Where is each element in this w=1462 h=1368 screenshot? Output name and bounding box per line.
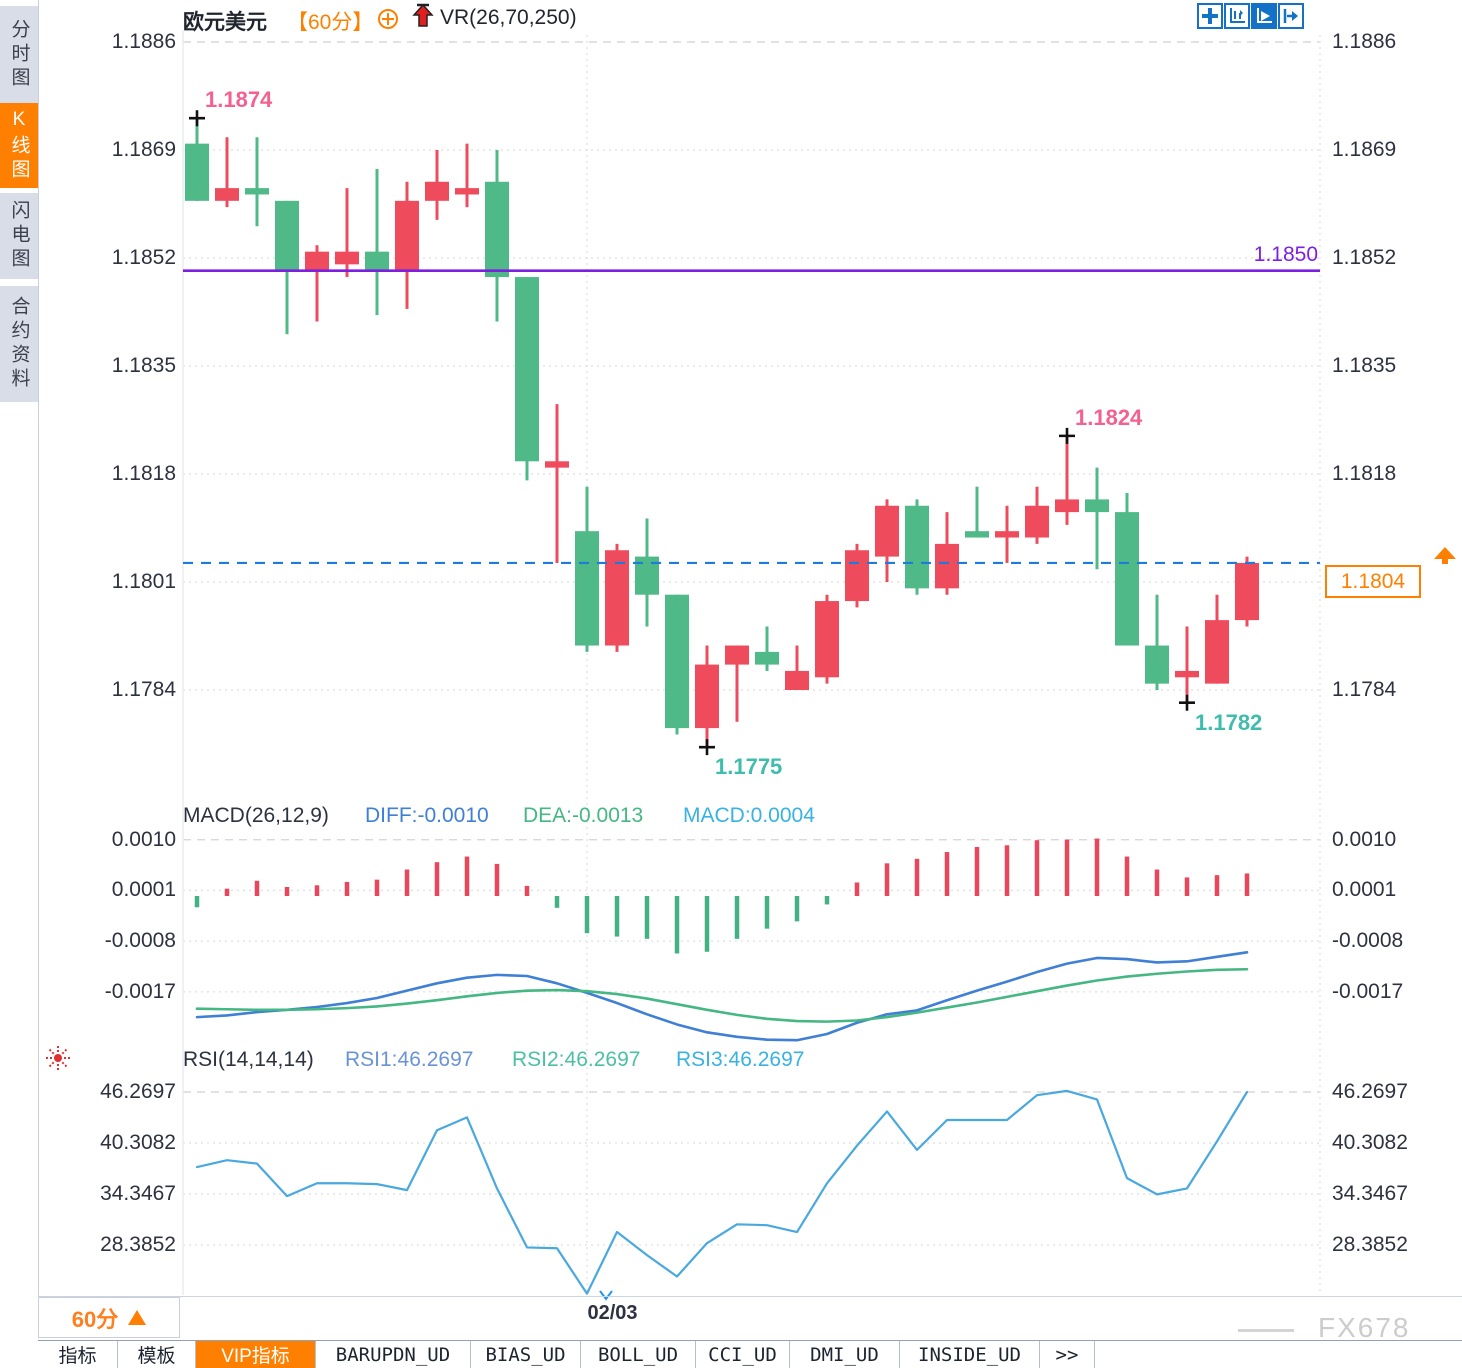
level-lines [183, 269, 1320, 565]
price-markers [189, 110, 1195, 1301]
indicator-tab-[interactable]: >> [1040, 1341, 1095, 1368]
indicator-tab-empty [1095, 1341, 1462, 1368]
macd-title: MACD(26,12,9) [183, 804, 329, 827]
indicator-tab-barupdnud[interactable]: BARUPDN_UD [316, 1341, 471, 1368]
rsi3-value: RSI3:46.2697 [676, 1048, 805, 1071]
rsi1-value: RSI1:46.2697 [345, 1048, 474, 1071]
price-up-arrow-icon [1432, 546, 1458, 571]
watermark: FX678 [1318, 1312, 1411, 1343]
candlestick-series [185, 118, 1259, 748]
indicator-tab-vip指标[interactable]: VIP指标 [196, 1341, 316, 1368]
purple-level-label: 1.1850 [1253, 243, 1318, 266]
sidebar-tab-contract-info[interactable]: 合约资料 [0, 286, 38, 402]
gridlines [182, 30, 1321, 1295]
period-selector-label: 60分 [71, 1306, 119, 1332]
macd-dea-line [195, 967, 1249, 1023]
indicator-tab-biasud[interactable]: BIAS_UD [471, 1341, 581, 1368]
macd-diff-line [195, 951, 1249, 1042]
sidebar-tab-time-chart[interactable]: 分时图 [0, 6, 38, 103]
toolbar-jump-latest-button[interactable] [1278, 3, 1304, 29]
indicator-tab-dmiud[interactable]: DMI_UD [790, 1341, 900, 1368]
toolbar-crosshair-button[interactable] [1197, 3, 1223, 29]
rsi-line [195, 1089, 1249, 1295]
toolbar-auto-scroll-button[interactable] [1251, 3, 1277, 29]
sidebar-tab-flash-chart[interactable]: 闪电图 [0, 193, 38, 279]
sidebar-tab-kline-chart[interactable]: K线图 [0, 103, 38, 188]
vr-up-arrow-icon [412, 3, 434, 35]
indicator-tab-cciud[interactable]: CCI_UD [696, 1341, 790, 1368]
toolbar-axis-zoom-button[interactable] [1224, 3, 1250, 29]
sidebar-divider [38, 0, 39, 1296]
triangle-up-icon [128, 1310, 147, 1325]
period-tag: 【60分】 [287, 11, 374, 34]
add-indicator-icon[interactable] [377, 8, 399, 36]
indicator-tab-bar: 指标 模板 VIP指标 BARUPDN_UD BIAS_UD BOLL_UD CCI_UD D… [38, 1340, 1462, 1368]
macd-histogram [194, 838, 1250, 954]
rsi-title: RSI(14,14,14) [183, 1048, 314, 1071]
macd-diff-value: DIFF:-0.0010 [365, 804, 489, 827]
indicator-tab-模板[interactable]: 模板 [118, 1341, 196, 1368]
period-selector[interactable]: 60分 [38, 1297, 180, 1338]
macd-dea-value: DEA:-0.0013 [523, 804, 644, 827]
rsi2-value: RSI2:46.2697 [512, 1048, 641, 1071]
indicator-tab-指标[interactable]: 指标 [38, 1341, 118, 1368]
macd-value: MACD:0.0004 [683, 804, 815, 827]
symbol-title: 欧元美元 [183, 11, 267, 34]
chart-toolbar [1197, 3, 1305, 29]
indicator-tab-bollud[interactable]: BOLL_UD [581, 1341, 696, 1368]
x-axis-date-label: 02/03 [587, 1302, 638, 1324]
hot-indicator-sun-icon [44, 1044, 72, 1077]
indicator-tab-insideud[interactable]: INSIDE_UD [900, 1341, 1040, 1368]
vr-indicator-label: VR(26,70,250) [440, 6, 577, 29]
watermark-dash [1238, 1329, 1294, 1332]
panel-bottom-divider [38, 1296, 1462, 1297]
current-price-badge: 1.1804 [1325, 565, 1421, 598]
